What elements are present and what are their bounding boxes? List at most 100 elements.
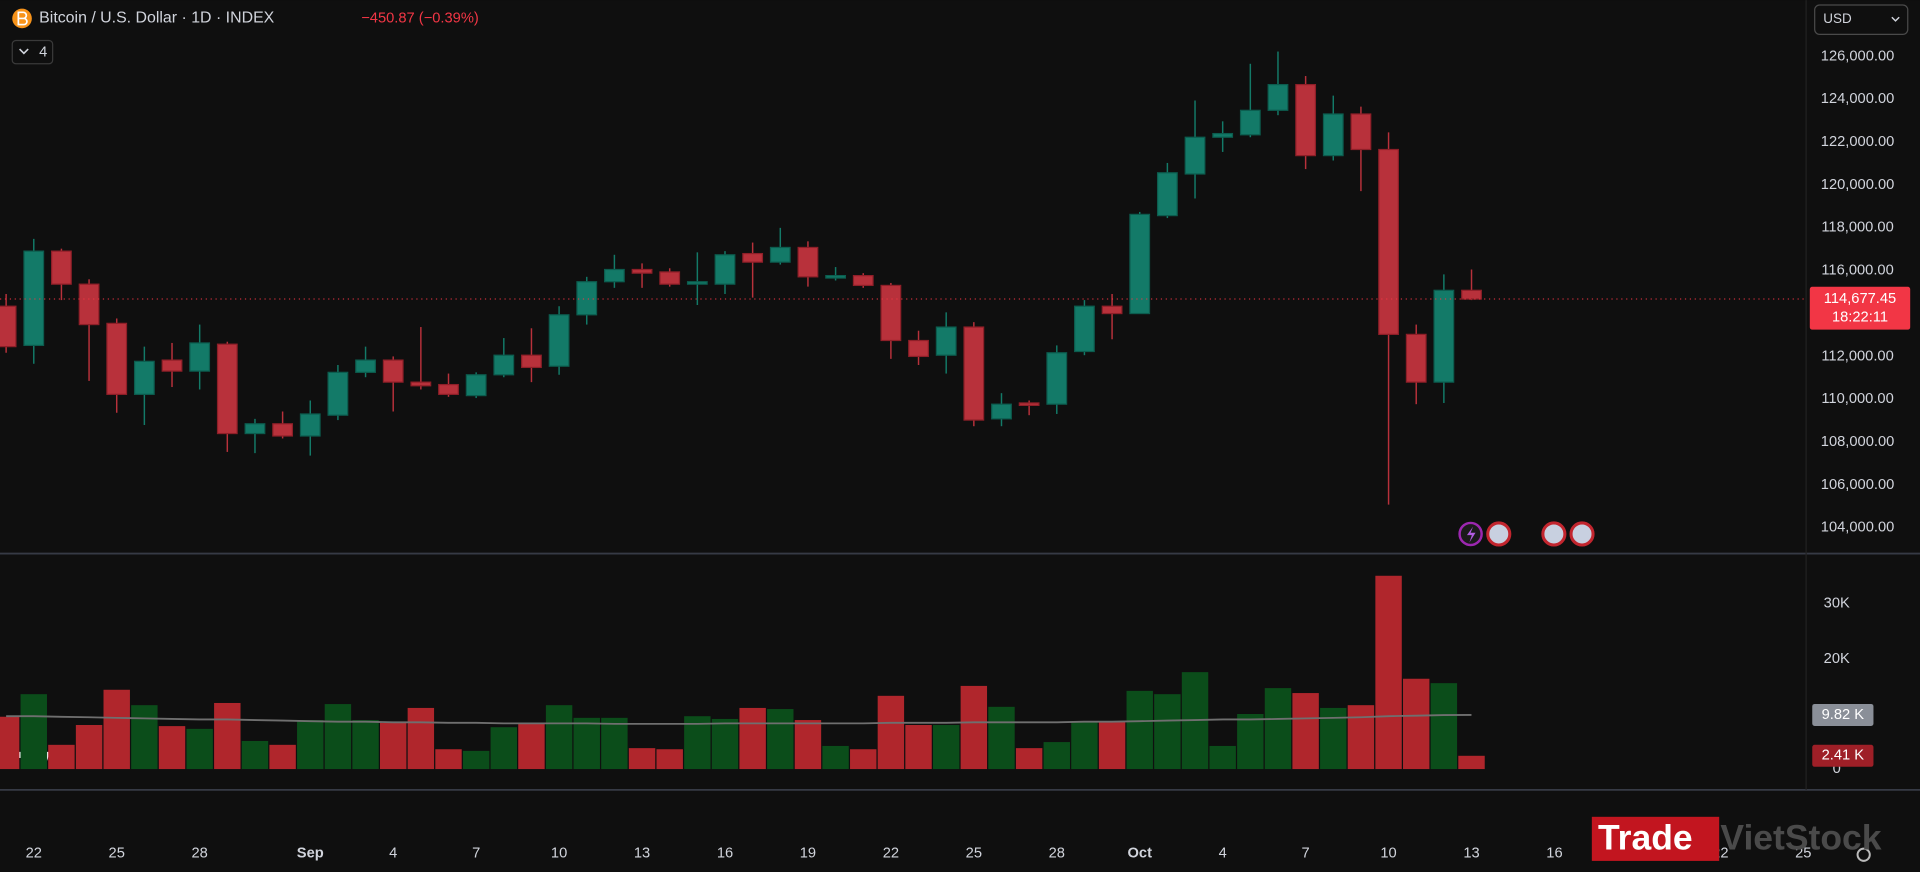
watermark-box [1591, 816, 1720, 861]
volume-bar [628, 748, 656, 770]
candle-body [742, 252, 764, 263]
volume-bar [214, 702, 241, 770]
candle-body [327, 371, 349, 416]
candle-body [23, 250, 45, 347]
indicator-count: 4 [39, 45, 47, 61]
volume-bar [601, 717, 628, 770]
volume-bar [573, 717, 600, 770]
volume-bar [988, 706, 1015, 770]
y-tick-label: 126,000.00 [1821, 48, 1895, 64]
volume-bar [518, 723, 545, 770]
x-tick-label: 4 [389, 845, 397, 861]
plot: 104,000.00 106,000.00 108,000.00 110,000.00… [0, 48, 1911, 861]
lightning [1466, 526, 1476, 543]
y-tick-label: 118,000.00 [1821, 220, 1893, 236]
y-tick-label: 122,000.00 [1821, 134, 1895, 150]
watermark: Trade [1598, 817, 1693, 857]
y-tick-label: 112,000.00 [1821, 348, 1893, 364]
candle-body [548, 314, 570, 367]
volume-bar [545, 705, 573, 770]
volume-bar [1098, 721, 1126, 770]
volume-ma-label: 9.82 K [1822, 707, 1865, 723]
y-tick-label: 124,000.00 [1821, 91, 1895, 107]
x-tick-label: 10 [1380, 845, 1396, 861]
candle-body [1239, 109, 1261, 136]
candle-body [521, 354, 542, 369]
volume-bar [794, 720, 822, 770]
watermark: VietStock [1720, 817, 1881, 857]
candle-body [493, 354, 515, 376]
volume-bar [1264, 688, 1292, 770]
volume-bar [932, 725, 960, 770]
candle-body [1018, 402, 1040, 407]
candle-body [935, 326, 957, 356]
candle-body [1184, 136, 1206, 175]
candle-body [576, 281, 598, 316]
candle-body [189, 342, 211, 372]
x-tick-label: 16 [1546, 845, 1562, 861]
candle-body [355, 359, 376, 373]
volume-tick-label: 30K [1824, 596, 1850, 612]
volume-bar [103, 689, 130, 770]
candle-body [686, 281, 708, 285]
x-tick-label: 7 [472, 845, 480, 861]
volume-tick-label: 20K [1824, 651, 1850, 667]
candle-body [631, 268, 653, 274]
settings-icon[interactable] [1856, 847, 1871, 862]
candle-body [1267, 83, 1289, 111]
candle-body [991, 403, 1012, 420]
candle-body [438, 383, 459, 395]
volume-bar [462, 750, 490, 770]
volume-bar [158, 726, 186, 770]
candle-body [1101, 305, 1123, 315]
volume-bar [1430, 683, 1458, 770]
volume-ma-line [6, 714, 1472, 725]
candle-body [133, 360, 155, 395]
volume-bar [1347, 705, 1375, 770]
currency-select[interactable] [1814, 4, 1909, 35]
volume-bar [131, 705, 158, 770]
candle-body [714, 254, 736, 285]
candle-body [908, 339, 929, 358]
volume-bar [352, 720, 379, 770]
volume-bar [407, 707, 435, 770]
volume-bar [75, 725, 103, 770]
candle-body [825, 275, 847, 279]
candle-body [1046, 352, 1068, 405]
symbol-glyph [17, 11, 28, 26]
volume-bar [1458, 755, 1485, 770]
volume-bar [297, 720, 324, 770]
volume-bar [1292, 693, 1319, 770]
x-tick-label: Oct [1127, 845, 1152, 861]
currency: USD [1823, 11, 1852, 26]
x-tick-label: 28 [191, 845, 207, 861]
volume-bar [269, 744, 296, 770]
volume-bar [767, 709, 794, 770]
candle-body [603, 268, 625, 283]
candle-body [852, 275, 874, 287]
volume-bar [1154, 694, 1181, 770]
volume-bar [20, 694, 47, 770]
event-markers [1458, 521, 1595, 547]
volume-bar [1126, 690, 1153, 770]
event-icon[interactable] [1541, 521, 1567, 547]
event-icon[interactable] [1486, 521, 1512, 547]
volume-bar [1403, 678, 1430, 770]
volume-bar [905, 725, 932, 770]
volume-bar [1015, 748, 1043, 770]
y-tick-label: 108,000.00 [1821, 434, 1895, 450]
candle-body [1156, 172, 1178, 217]
last-price-box [1809, 286, 1911, 330]
volume-bar [241, 740, 269, 770]
x-tick-label: 7 [1302, 845, 1310, 861]
indicator-toggle[interactable] [11, 39, 54, 65]
volume-bar [1209, 745, 1236, 770]
last-price-label: 114,677.45 [1824, 291, 1896, 307]
event-icon[interactable] [1569, 521, 1595, 547]
x-tick-label: 22 [26, 845, 42, 861]
candle-body [1350, 113, 1372, 151]
candle-body [1461, 289, 1482, 300]
volume-bar [1043, 742, 1070, 770]
candle-body [963, 326, 985, 421]
